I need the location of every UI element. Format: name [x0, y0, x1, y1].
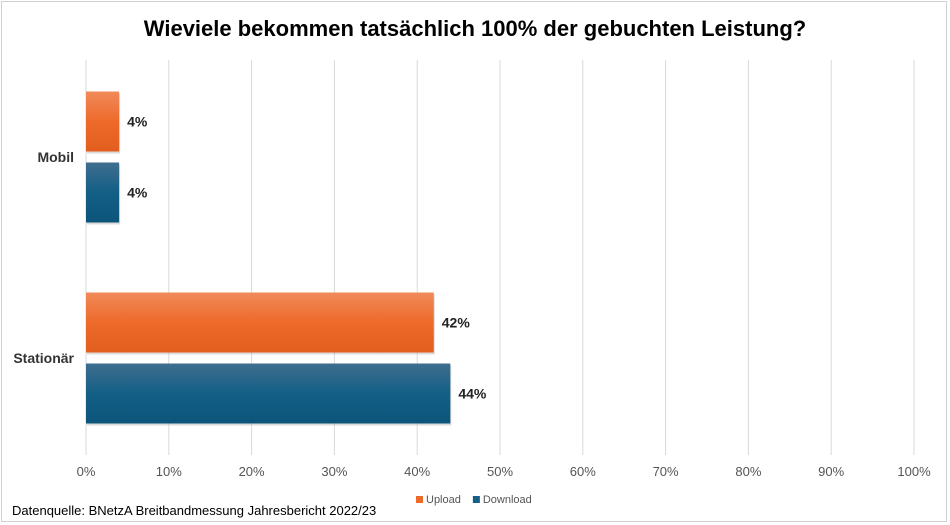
- chart-title: Wieviele bekommen tatsächlich 100% der g…: [144, 16, 806, 41]
- source-note: Datenquelle: BNetzA Breitbandmessung Jah…: [12, 503, 376, 518]
- bar-download: [86, 162, 120, 223]
- bar-upload: [86, 91, 120, 152]
- data-label: 44%: [458, 386, 487, 402]
- x-tick-label: 40%: [404, 464, 430, 479]
- x-tick-label: 0%: [77, 464, 96, 479]
- x-tick-label: 20%: [239, 464, 265, 479]
- bar-download: [86, 363, 451, 424]
- x-tick-label: 70%: [653, 464, 679, 479]
- x-tick-label: 80%: [735, 464, 761, 479]
- bar-upload: [86, 292, 434, 353]
- data-label: 4%: [127, 185, 148, 201]
- data-label: 42%: [442, 315, 471, 331]
- x-tick-label: 50%: [487, 464, 513, 479]
- legend-swatch: [472, 496, 480, 503]
- x-tick-label: 10%: [156, 464, 182, 479]
- x-tick-label: 90%: [818, 464, 844, 479]
- x-tick-label: 60%: [570, 464, 596, 479]
- legend-swatch: [416, 496, 423, 503]
- category-label: Mobil: [37, 149, 74, 165]
- category-label: Stationär: [13, 350, 74, 366]
- data-label: 4%: [127, 114, 148, 130]
- x-tick-label: 30%: [321, 464, 347, 479]
- x-tick-label: 100%: [897, 464, 931, 479]
- legend-label: Upload: [426, 494, 461, 506]
- legend-label: Download: [483, 494, 532, 506]
